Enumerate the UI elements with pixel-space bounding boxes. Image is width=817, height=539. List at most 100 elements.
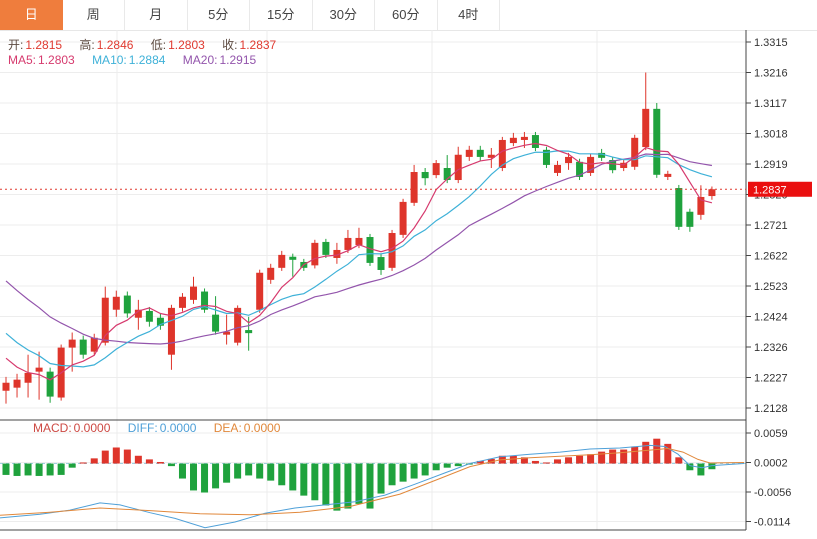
macd-value: 0.0000 (73, 421, 111, 435)
macd-bar (68, 463, 76, 468)
candle-body (46, 371, 54, 397)
macd-bar (2, 463, 10, 475)
low-label: 低: (150, 38, 167, 52)
macd-bar (675, 457, 683, 464)
dea-line (0, 447, 745, 516)
candle-body (609, 159, 617, 171)
price-axis-label: 1.3315 (754, 37, 788, 49)
candle-body (520, 136, 528, 140)
candle-body (190, 286, 198, 300)
price-axis-label: 1.2523 (754, 281, 788, 293)
candle-body (675, 188, 683, 227)
macd-bar (145, 459, 153, 464)
ma5-value: 1.2803 (38, 53, 75, 67)
macd-bar (13, 463, 21, 476)
candle-body (355, 237, 363, 246)
candle-body (686, 211, 694, 227)
candle-body (68, 339, 76, 348)
candle-body (487, 154, 495, 158)
macd-bar (234, 463, 242, 479)
macd-bar (355, 463, 363, 504)
candle-body (311, 242, 319, 266)
period-tabbar: 日 周 月 5分 15分 30分 60分 4时 (0, 0, 817, 31)
macd-bar (322, 463, 330, 506)
candle-body (112, 296, 120, 310)
candle-body (565, 156, 573, 164)
macd-bar (333, 463, 341, 511)
macd-bar (79, 462, 87, 464)
candle-body (631, 137, 639, 167)
candle-body (234, 307, 242, 343)
macd-bar (366, 463, 374, 509)
macd-axis-label: 0.0002 (754, 458, 788, 470)
price-axis-label: 1.2128 (754, 403, 788, 415)
candle-body (476, 149, 484, 157)
macd-bar (344, 463, 352, 509)
macd-legend: MACD: 0.0000 DIFF: 0.0000 DEA: 0.0000 (33, 421, 282, 435)
ohlc-legend: 开: 1.2815 高: 1.2846 低: 1.2803 收: 1.2837 (8, 36, 278, 53)
candle-body (399, 201, 407, 235)
candle-body (454, 154, 462, 181)
macd-bar (598, 451, 606, 464)
price-axis-label: 1.2721 (754, 220, 788, 232)
price-axis-label: 1.2326 (754, 342, 788, 354)
ma10-line (5, 150, 713, 368)
candle-body (123, 295, 131, 314)
dea-value: 0.0000 (243, 421, 281, 435)
diff-label: DIFF: (127, 421, 158, 435)
ma20-label: MA20: (182, 53, 218, 67)
tab-day[interactable]: 日 (0, 0, 63, 30)
candle-body (201, 291, 209, 310)
macd-bar (686, 463, 694, 471)
candle-body (212, 314, 220, 332)
price-axis-label: 1.2919 (754, 159, 788, 171)
tab-5min[interactable]: 5分 (187, 0, 250, 30)
tab-week[interactable]: 周 (62, 0, 125, 30)
candle-body (134, 309, 142, 318)
dea-label: DEA: (213, 421, 242, 435)
candle-body (35, 367, 43, 372)
macd-axis-label: 0.0059 (754, 428, 788, 440)
candle-body (344, 237, 352, 250)
diff-value: 0.0000 (159, 421, 197, 435)
tab-30min[interactable]: 30分 (312, 0, 375, 30)
macd-bar (35, 463, 43, 476)
candle-body (653, 108, 661, 175)
tab-month[interactable]: 月 (125, 0, 188, 30)
macd-bar (399, 463, 407, 482)
macd-bar (156, 461, 164, 464)
candle-body (223, 331, 231, 335)
candle-body (333, 249, 341, 258)
candle-body (101, 297, 109, 343)
ma-legend: MA5: 1.2803 MA10: 1.2884 MA20: 1.2915 (8, 53, 258, 67)
kline-chart[interactable]: 1.33151.32161.31171.30181.29191.28201.27… (0, 30, 817, 539)
macd-bar (542, 462, 550, 464)
macd-bar (609, 449, 617, 464)
macd-bar (300, 463, 308, 496)
macd-bar (289, 463, 297, 491)
open-value: 1.2815 (25, 38, 63, 52)
close-value: 1.2837 (239, 38, 277, 52)
candle-body (542, 149, 550, 165)
ma5-label: MA5: (8, 53, 37, 67)
candle-body (322, 241, 330, 255)
macd-bar (212, 463, 220, 489)
macd-bar (24, 463, 32, 476)
macd-bar (245, 463, 253, 476)
macd-axis-label: -0.0056 (754, 487, 791, 499)
current-price-tag-label: 1.2837 (753, 184, 787, 196)
candle-body (366, 237, 374, 263)
macd-bar (631, 446, 639, 464)
candle-body (256, 272, 264, 310)
tab-60min[interactable]: 60分 (375, 0, 438, 30)
macd-bar (565, 457, 573, 464)
tab-4hour[interactable]: 4时 (437, 0, 500, 30)
tab-15min[interactable]: 15分 (250, 0, 313, 30)
macd-bar (487, 458, 495, 464)
candle-body (410, 172, 418, 203)
macd-bar (531, 460, 539, 464)
candle-body (664, 173, 672, 177)
candle-body (432, 163, 440, 176)
macd-bar (697, 463, 705, 476)
candle-body (708, 189, 716, 197)
